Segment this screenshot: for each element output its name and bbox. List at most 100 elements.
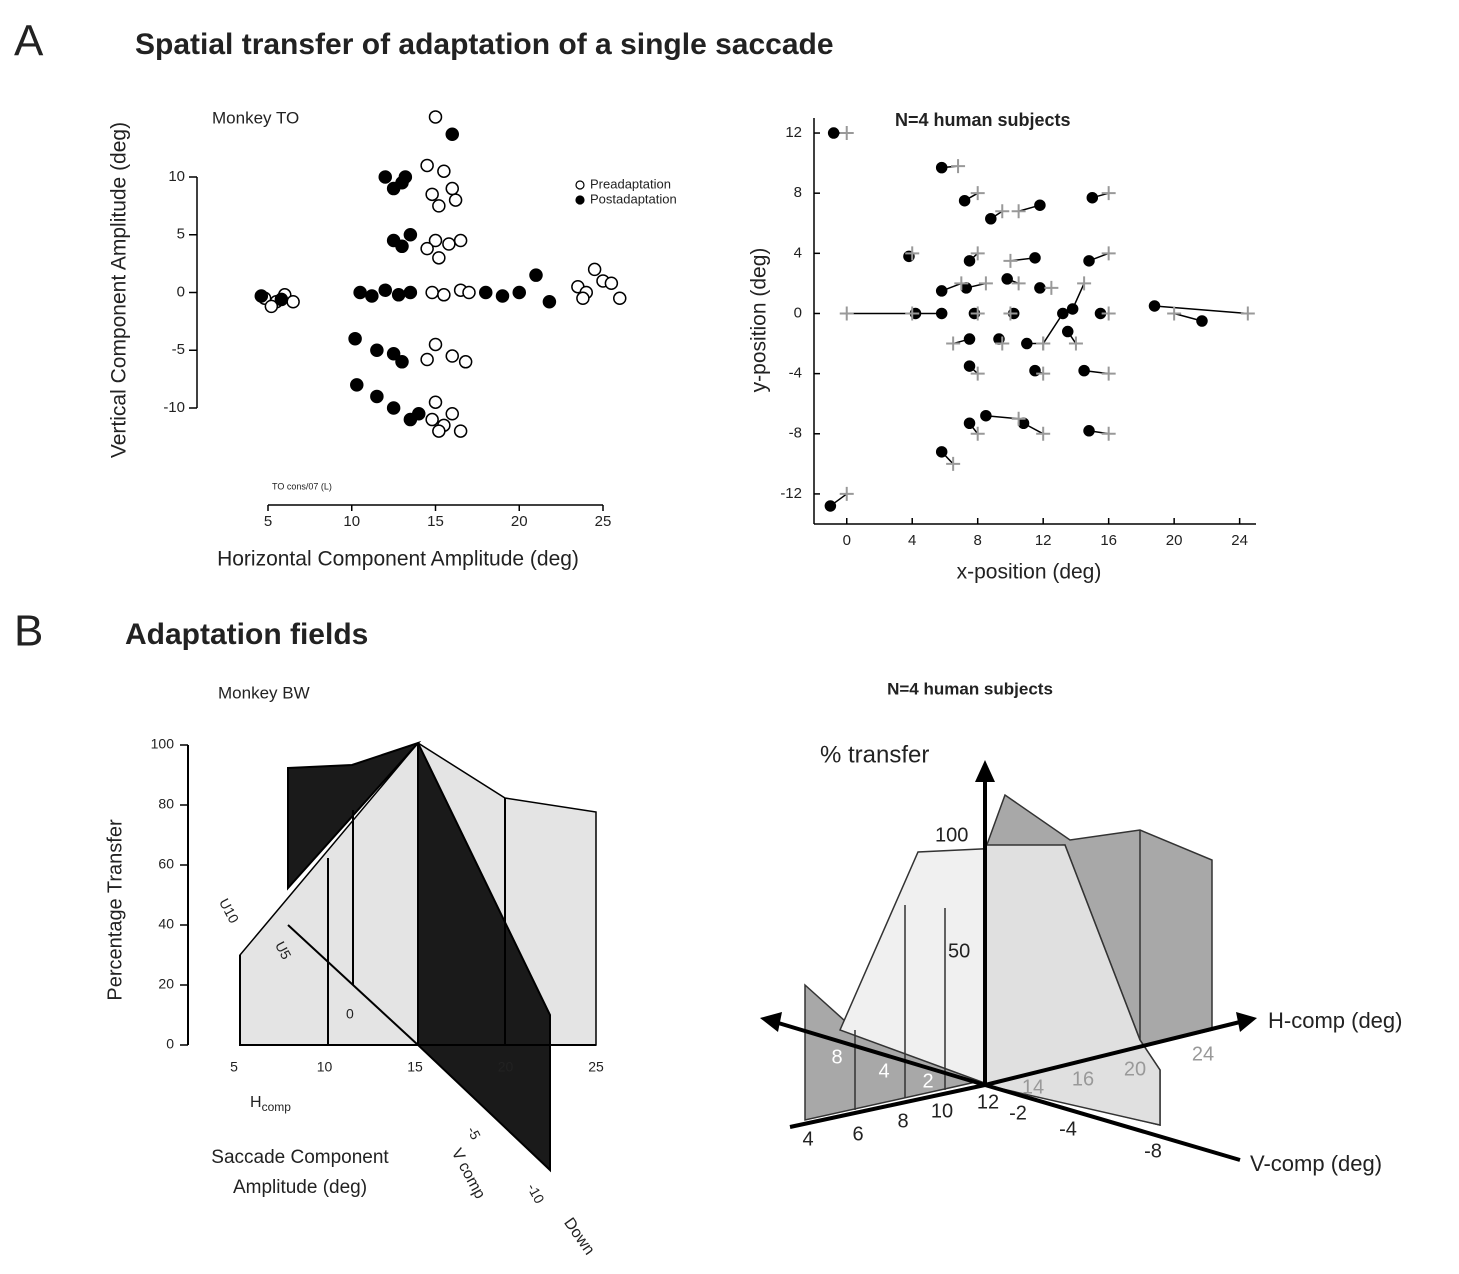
y-tick-label: -10 <box>163 399 185 416</box>
v-tick: -5 <box>464 1124 484 1143</box>
point <box>951 159 966 174</box>
point <box>970 426 985 441</box>
point <box>995 204 1010 219</box>
x-tick-label: 16 <box>1100 532 1117 549</box>
point <box>365 289 379 303</box>
point <box>1240 306 1255 321</box>
chart-title: N=4 human subjects <box>887 679 1053 698</box>
point <box>445 181 459 196</box>
point <box>954 276 969 291</box>
point <box>985 212 997 225</box>
point <box>1167 306 1182 321</box>
point <box>350 378 364 392</box>
shift-line <box>1154 305 1248 315</box>
point <box>386 346 401 361</box>
point <box>1057 307 1069 320</box>
point <box>420 241 434 256</box>
v-axis-label: V-comp (deg) <box>1250 1151 1382 1176</box>
point <box>1029 252 1041 264</box>
point <box>935 161 948 174</box>
point <box>576 291 590 306</box>
point <box>970 246 985 261</box>
point <box>970 306 985 321</box>
point <box>274 292 289 307</box>
point <box>445 349 459 363</box>
h-label: Hcomp <box>250 1094 291 1114</box>
point <box>839 306 854 321</box>
point <box>432 424 446 438</box>
subtitle: Monkey BW <box>218 683 310 702</box>
point <box>453 424 468 438</box>
y-tick-label: 60 <box>158 856 174 872</box>
scatter-chart: -12 -8 -4 0 4 8 12 0 4 8 12 16 20 24 N=4 human subject… <box>748 110 1256 584</box>
tick-label: -8 <box>1144 1140 1162 1162</box>
y-axis-label: Percentage Transfer <box>104 819 126 1001</box>
tick-label: -4 <box>1059 1118 1077 1140</box>
point <box>1086 191 1099 204</box>
point <box>1083 255 1095 267</box>
point <box>398 170 413 184</box>
tick-label: 4 <box>878 1060 889 1082</box>
panel-title: Adaptation fields <box>125 618 368 651</box>
x-tick-label: 25 <box>595 513 612 530</box>
x-tick-label: 24 <box>1231 532 1248 549</box>
point <box>391 288 406 302</box>
x-tick-label: 20 <box>498 1059 514 1075</box>
point <box>946 456 961 471</box>
point <box>1044 280 1059 295</box>
point <box>839 126 854 141</box>
v-label: V comp <box>448 1146 489 1202</box>
point <box>428 395 443 409</box>
point <box>462 285 476 300</box>
shift-line <box>1042 313 1064 344</box>
tick-label: 20 <box>1124 1058 1146 1080</box>
chart-title: N=4 human subjects <box>895 110 1071 130</box>
y-tick-label: 4 <box>794 244 802 261</box>
point <box>348 331 362 346</box>
y-tick-label: 80 <box>158 796 174 812</box>
point <box>905 306 920 321</box>
point <box>542 294 557 309</box>
point <box>378 283 392 297</box>
tick-label: 6 <box>852 1123 863 1145</box>
z-axis-label: % transfer <box>820 741 929 768</box>
point <box>1011 411 1026 426</box>
point <box>395 355 409 369</box>
point <box>958 194 971 207</box>
point <box>1101 306 1116 321</box>
x-tick-label: 10 <box>317 1059 333 1075</box>
h-label-sub: comp <box>262 1100 292 1114</box>
point <box>935 285 948 297</box>
legend-label: Postadaptation <box>590 191 677 206</box>
point <box>1101 366 1116 381</box>
legend-label: Preadaptation <box>590 176 671 191</box>
point <box>395 239 409 254</box>
point <box>1003 253 1018 268</box>
point <box>445 407 459 421</box>
y-tick-label: 5 <box>177 226 185 243</box>
point <box>448 193 463 207</box>
x-tick-label: 12 <box>1035 532 1052 549</box>
point <box>529 268 543 282</box>
point <box>432 199 446 213</box>
point <box>370 343 384 357</box>
point <box>1061 325 1074 338</box>
tick-label: 12 <box>977 1091 999 1113</box>
v-tick: -10 <box>524 1181 548 1207</box>
human-field <box>804 793 1213 1126</box>
x-tick-label: 5 <box>264 513 272 530</box>
h-label-main: H <box>250 1094 262 1111</box>
down-label: Down <box>560 1215 597 1258</box>
point <box>512 285 526 300</box>
y-tick-label: -4 <box>789 365 802 382</box>
point <box>587 262 602 277</box>
point <box>428 337 443 352</box>
point <box>1003 306 1018 321</box>
y-tick-label: 0 <box>177 283 185 300</box>
point <box>963 255 976 267</box>
point <box>264 299 279 314</box>
point <box>604 276 619 291</box>
x-tick-label: 5 <box>230 1059 238 1075</box>
subtitle: Monkey TO <box>212 108 299 127</box>
point <box>613 291 627 306</box>
